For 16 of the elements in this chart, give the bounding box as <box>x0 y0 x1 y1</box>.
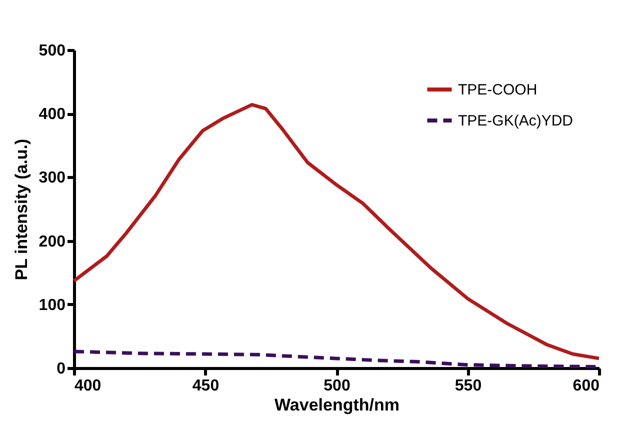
x-tick-label: 400 <box>74 378 102 394</box>
y-tick-label: 100 <box>38 296 66 314</box>
y-tick-label: 0 <box>56 360 66 378</box>
y-tick-label: 300 <box>38 170 66 187</box>
x-tick-label: 600 <box>572 378 600 394</box>
x-tick-label: 550 <box>454 378 482 394</box>
x-tick-label: 450 <box>192 378 220 394</box>
y-tick-label: 200 <box>38 233 66 250</box>
legend-label: TPE-GK(Ac)YDD <box>458 112 574 130</box>
x-tick-label: 500 <box>324 378 350 394</box>
y-axis-title: PL intensity (a.u.) <box>12 138 31 280</box>
y-tick-label: 400 <box>38 106 66 124</box>
y-tick-label: 500 <box>38 42 66 60</box>
legend-label: TPE-COOH <box>458 82 538 98</box>
line-series <box>72 102 601 360</box>
x-axis-title: Wavelength/nm <box>274 396 400 414</box>
